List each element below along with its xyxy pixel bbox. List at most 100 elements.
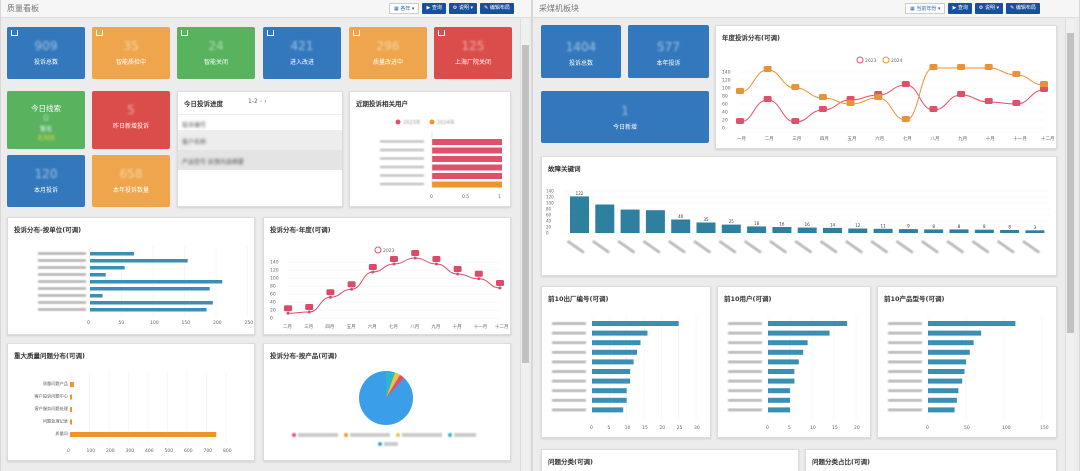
top-bar xyxy=(768,359,799,365)
date-select[interactable]: ▦ 当前年份 ▾ xyxy=(905,3,946,14)
recent-users-chart: 2023年 2024年 0 0.5 1 xyxy=(380,119,502,200)
query-button[interactable]: ▶ 查询 xyxy=(422,3,446,14)
point-label xyxy=(368,264,377,270)
by-unit-card: 投诉分布-按单位(可调) 0 50 100 150 200 250 xyxy=(7,217,255,335)
left-scrollbar[interactable] xyxy=(520,19,529,471)
kpi-tile[interactable]: 909 投诉总数 xyxy=(7,27,85,79)
item-label xyxy=(552,370,586,373)
item-label xyxy=(728,408,762,412)
fault-keyword-label xyxy=(819,239,838,254)
x-tick: 100 xyxy=(1002,425,1011,431)
fault-bar xyxy=(747,226,767,233)
year-complaints-tile[interactable]: 577 本年投诉 xyxy=(628,25,709,78)
progress-row-3[interactable]: 产品型号 反馈内容摘要 xyxy=(178,150,342,170)
x-tick: 一月 xyxy=(737,136,746,142)
series-2023-label xyxy=(1040,86,1048,92)
kpi-tile[interactable]: 296 质量改进中 xyxy=(349,27,427,79)
edit-layout-button[interactable]: ✎ 编辑布局 xyxy=(480,3,514,14)
x-tick: 5 xyxy=(607,425,610,431)
total-complaints-tile[interactable]: 1404 投诉总数 xyxy=(541,25,621,78)
kpi-tile[interactable]: 125 上海厂院关闭 xyxy=(434,27,512,79)
item-label xyxy=(888,341,922,345)
item-label xyxy=(888,408,922,412)
info-button[interactable]: ⚙ 说明 ▾ xyxy=(974,3,1004,14)
pie-legend-dot xyxy=(378,442,382,446)
annual-title: 年度投诉分布(可调) xyxy=(722,34,780,42)
fault-keyword-label xyxy=(617,239,636,254)
item-label xyxy=(888,322,922,325)
legend-2024: 2024年 xyxy=(437,119,455,126)
x-tick: 15 xyxy=(642,425,648,431)
y-tick: 60 xyxy=(722,102,728,108)
yesterday-tile[interactable]: 5 昨日新增投诉 xyxy=(92,91,170,149)
axis-0: 0 xyxy=(430,194,433,200)
pager-text: 1-2 xyxy=(248,98,258,105)
today-new-tile[interactable]: 1 今日新增 xyxy=(541,91,709,143)
fault-keyword-label xyxy=(667,239,686,254)
month-tile[interactable]: 120 本月投诉 xyxy=(7,155,85,207)
x-tick: 15 xyxy=(832,425,838,431)
kpi-label: 进入改进 xyxy=(289,59,314,66)
x-tick: 八月 xyxy=(930,136,939,142)
right-scrollbar[interactable] xyxy=(1065,19,1074,471)
point-label xyxy=(390,256,398,262)
kpi-label: 智能关闭 xyxy=(203,59,228,66)
year-tile[interactable]: 658 本年投诉数量 xyxy=(92,155,170,207)
x-tick: 0 xyxy=(766,425,769,431)
fault-keyword-label xyxy=(743,239,762,254)
data-point xyxy=(392,262,396,266)
kpi-tile[interactable]: 24 智能关闭 xyxy=(177,27,255,79)
x-tick: 50 xyxy=(119,320,125,326)
fault-bar xyxy=(848,228,868,233)
fault-bar xyxy=(949,229,969,233)
data-point xyxy=(413,256,417,260)
pie-legend-text xyxy=(454,433,476,437)
item-label xyxy=(728,360,762,364)
item-label xyxy=(888,370,922,373)
x-tick: 0 xyxy=(590,425,593,431)
series-2024-label xyxy=(1012,71,1021,77)
calendar-icon: ▦ xyxy=(910,6,917,12)
bar-label: 8 xyxy=(958,224,961,229)
edit-layout-button[interactable]: ✎ 编辑布局 xyxy=(1006,3,1040,14)
x-tick: 0 xyxy=(926,425,929,431)
major-bar xyxy=(70,432,217,437)
today-clues-tile[interactable]: 今日线索 0 暂无 无风险 xyxy=(7,91,85,149)
by-product-card: 投诉分布-按产品(可调) xyxy=(263,343,511,461)
progress-row-1[interactable]: 投诉编号 xyxy=(178,114,342,130)
bar-label: 18 xyxy=(754,221,760,226)
x-tick: 四月 xyxy=(820,136,829,142)
series-2023-label xyxy=(901,81,910,87)
year-select[interactable]: ▦ 各年 ▾ xyxy=(389,3,420,14)
y-tick: 100 xyxy=(270,276,279,282)
next-page-icon[interactable]: › xyxy=(264,98,267,105)
user-bar xyxy=(432,139,502,145)
progress-row-2[interactable]: 客户名称 xyxy=(178,130,342,150)
bar-label: 9 xyxy=(907,224,910,229)
top-bar xyxy=(592,369,631,374)
query-button[interactable]: ▶ 查询 xyxy=(948,3,972,14)
prev-page-icon[interactable]: ‹ xyxy=(259,98,263,105)
point-label xyxy=(474,270,483,277)
x-tick: 600 xyxy=(184,448,193,454)
fault-keyword-label xyxy=(844,239,864,254)
scrollbar-thumb[interactable] xyxy=(1067,33,1074,333)
bar-label: 16 xyxy=(779,222,785,227)
bar-label: 8 xyxy=(932,224,935,229)
top10-serial-chart: 0 5 10 15 20 25 30 xyxy=(552,317,700,431)
top-bar xyxy=(768,388,790,394)
y-tick: 20 xyxy=(722,118,728,124)
kpi-tile[interactable]: 421 进入改进 xyxy=(263,27,341,79)
item-label xyxy=(552,350,586,354)
year-select-value: 各年 xyxy=(400,6,411,12)
x-tick: 七月 xyxy=(389,323,398,330)
scrollbar-thumb[interactable] xyxy=(522,45,529,363)
top-bar xyxy=(928,388,959,394)
kpi-tile[interactable]: 35 智能质检中 xyxy=(92,27,170,79)
quality-dashboard-panel: 质量看板 ▦ 各年 ▾ ▶ 查询 ⚙ 说明 ▾ ✎ 编辑布局 909 投诉总数 35… xyxy=(0,0,532,471)
pie-legend-dot xyxy=(344,433,348,437)
by-year-chart: 2023 140 120 100 80 60 40 20 0 二月 三月 四月 五月 六月 七月 八月 九月 十月… xyxy=(270,246,509,330)
item-label xyxy=(888,360,922,364)
info-button[interactable]: ⚙ 说明 ▾ xyxy=(448,3,478,14)
